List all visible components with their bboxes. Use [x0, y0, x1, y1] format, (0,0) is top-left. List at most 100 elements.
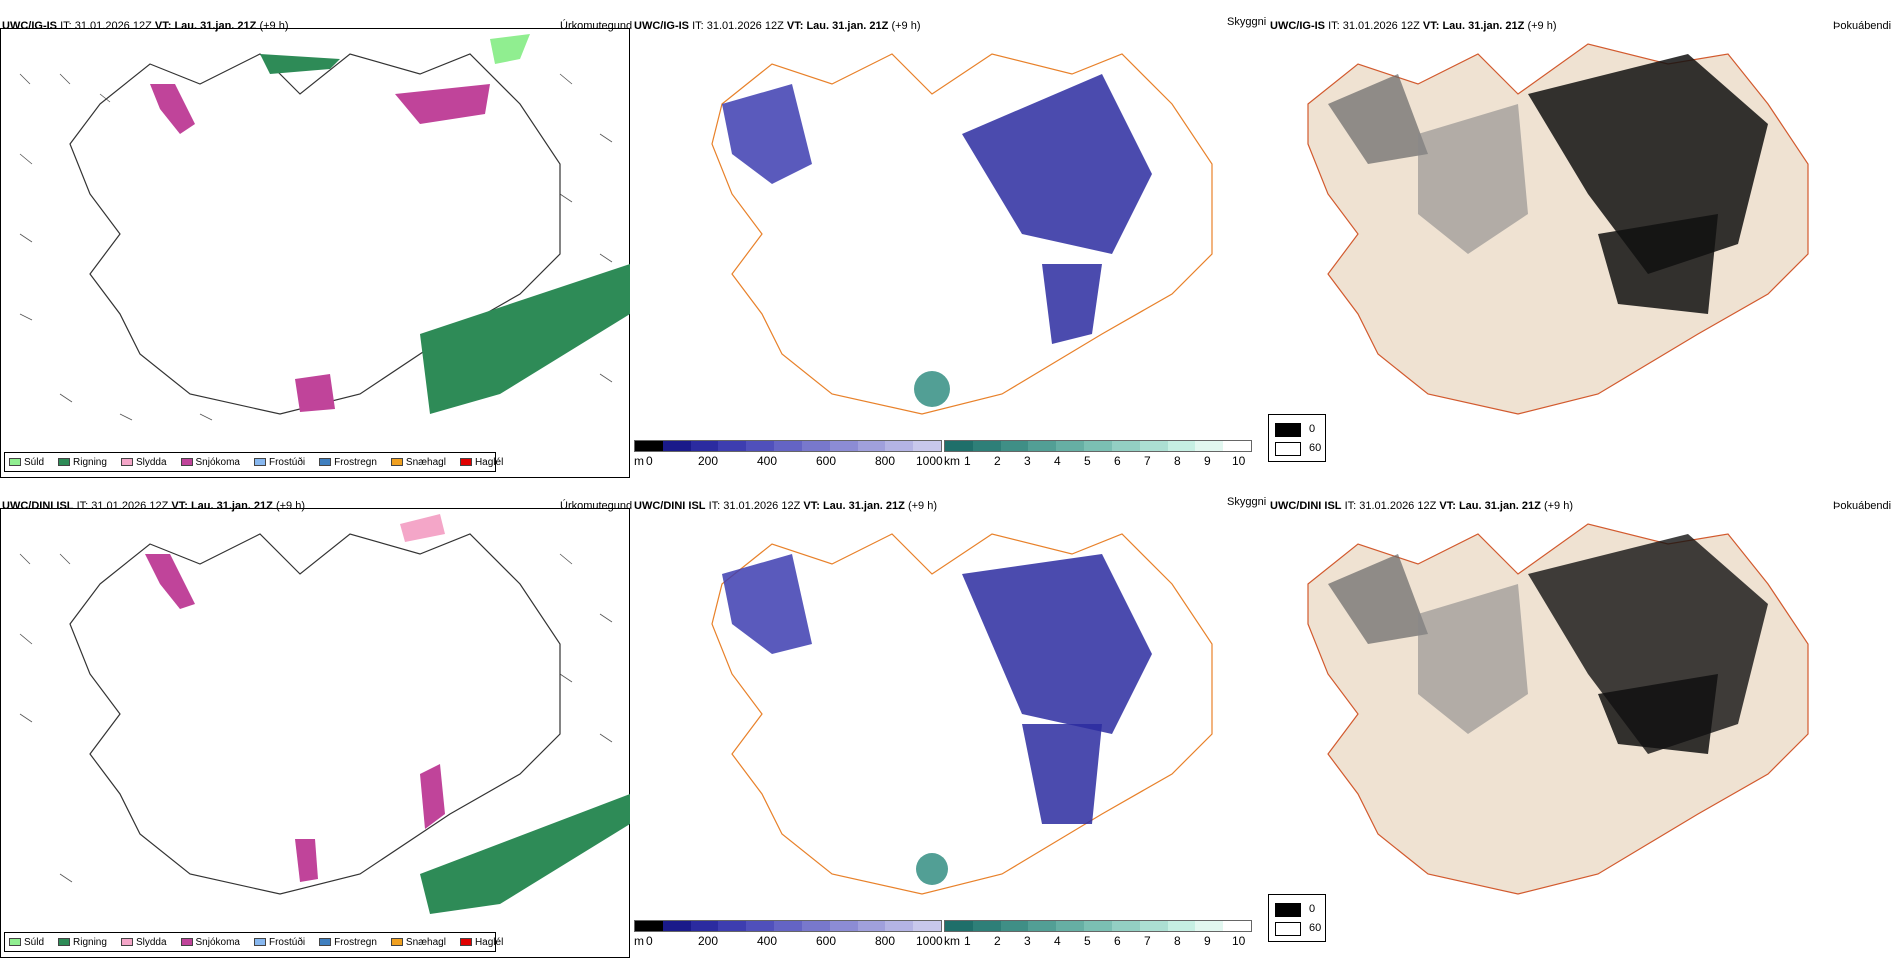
fog-legend-label: 0 [1309, 423, 1316, 435]
fog-legend-label: 60 [1309, 922, 1322, 934]
ceiling-tick: 400 [757, 454, 778, 468]
it-value: 31.01.2026 12Z [1359, 500, 1437, 512]
fog-map [1307, 523, 1809, 895]
cloud-label: Skyggni [1227, 16, 1267, 28]
fog-dark-2 [1598, 214, 1718, 314]
map-frame [0, 28, 630, 478]
offset: (+9 h) [1543, 500, 1573, 512]
precip-legend: Súld Rigning Slydda Snjókoma Frostúði Fr… [4, 452, 503, 472]
precip-type-panel: UWC/IG-IS IT: 31.01.2026 12Z VT: Lau. 31… [0, 14, 632, 484]
ceiling-area-3 [1042, 264, 1102, 344]
legend-item: Frostúði [253, 457, 305, 468]
precip-map [19, 34, 630, 421]
vt-value: Lau. 31.jan. 21Z [1458, 500, 1541, 512]
fog-legend: 0 60 [1268, 414, 1326, 462]
model-name: UWC/IG-IS [634, 20, 689, 32]
vt-label: VT: [1422, 20, 1440, 32]
legend-item: Haglél [459, 937, 503, 948]
vt-value: Lau. 31.jan. 21Z [174, 20, 257, 32]
panel-title: UWC/DINI ISL IT: 31.01.2026 12Z VT: Lau.… [634, 500, 937, 512]
fog-grey-1 [1328, 554, 1428, 644]
offset: (+9 h) [259, 20, 289, 32]
visibility-tick: 9 [1204, 934, 1211, 948]
it-label: IT: [76, 500, 89, 512]
model-name: UWC/DINI ISL [634, 500, 706, 512]
fog-dark-2 [1598, 674, 1718, 754]
legend-item: Snæhagl [390, 937, 446, 948]
ceiling-tick: 1000 [916, 934, 943, 948]
it-label: IT: [1328, 20, 1340, 32]
ceiling-colorbar [634, 920, 942, 932]
visibility-tick: 7 [1144, 454, 1151, 468]
cloud-panel: UWC/IG-IS IT: 31.01.2026 12Z VT: Lau. 31… [632, 14, 1272, 484]
it-label: IT: [1344, 500, 1357, 512]
ceiling-tick: 200 [698, 934, 719, 948]
fog-label: Þokuábendi [1833, 500, 1892, 512]
fog-legend-label: 0 [1309, 903, 1316, 915]
model-name: UWC/IG-IS [2, 20, 57, 32]
legend-item: Súld [9, 457, 44, 468]
model-name: UWC/DINI ISL [2, 500, 74, 512]
ceiling-area-2 [962, 554, 1152, 734]
fog-map [1307, 43, 1809, 415]
rain-area-1 [420, 794, 630, 914]
visibility-colorbar [944, 920, 1252, 932]
visibility-tick: 4 [1054, 934, 1061, 948]
precip-type-label: Úrkomutegund [560, 500, 633, 512]
legend-item: Frostregn [319, 457, 377, 468]
snow-area-2 [395, 84, 490, 124]
legend-item: Frostúði [253, 937, 305, 948]
it-value: 31.01.2026 12Z [706, 20, 784, 32]
legend-item: Snæhagl [390, 457, 446, 468]
sleet-area [400, 514, 445, 542]
visibility-tick: 5 [1084, 454, 1091, 468]
fog-label: Þokuábendi [1833, 20, 1892, 32]
ceiling-tick: 0 [646, 934, 653, 948]
ceiling-tick: 1000 [916, 454, 943, 468]
cloud-panel: UWC/DINI ISL IT: 31.01.2026 12Z VT: Lau.… [632, 494, 1272, 964]
panel-title: UWC/DINI ISL IT: 31.01.2026 12Z VT: Lau.… [2, 500, 305, 512]
legend-item: Haglél [459, 457, 503, 468]
it-label: IT: [692, 20, 704, 32]
ceiling-area-3 [1022, 724, 1102, 824]
ceiling-tick: 600 [816, 934, 837, 948]
legend-item: Frostregn [319, 937, 377, 948]
panel-title: UWC/IG-IS IT: 31.01.2026 12Z VT: Lau. 31… [1270, 20, 1556, 32]
visibility-tick: 6 [1114, 454, 1121, 468]
visibility-tick: 3 [1024, 934, 1031, 948]
fog-legend: 0 60 [1268, 894, 1326, 942]
row-bottom: UWC/DINI ISL IT: 31.01.2026 12Z VT: Lau.… [0, 494, 1900, 964]
ceiling-tick: 600 [816, 454, 837, 468]
vt-value: Lau. 31.jan. 21Z [822, 500, 905, 512]
visibility-spot [916, 853, 948, 885]
legend-item: Rigning [58, 937, 107, 948]
model-name: UWC/DINI ISL [1270, 500, 1342, 512]
visibility-tick: 5 [1084, 934, 1091, 948]
vt-label: VT: [171, 500, 188, 512]
legend-item: Snjókoma [180, 937, 240, 948]
cloud-label: Skyggni [1227, 496, 1267, 508]
iceland-outline [69, 53, 561, 415]
panel-title: UWC/DINI ISL IT: 31.01.2026 12Z VT: Lau.… [1270, 500, 1573, 512]
it-value: 31.01.2026 12Z [91, 500, 169, 512]
precip-legend: Súld Rigning Slydda Snjókoma Frostúði Fr… [4, 932, 503, 952]
snow-area-3 [295, 839, 318, 882]
visibility-tick: 2 [994, 934, 1001, 948]
visibility-unit: km [944, 454, 960, 468]
legend-item: Súld [9, 937, 44, 948]
offset: (+9 h) [907, 500, 937, 512]
legend-item: Snjókoma [180, 457, 240, 468]
drizzle-area [490, 34, 530, 64]
vt-value: Lau. 31.jan. 21Z [1442, 20, 1525, 32]
vt-label: VT: [803, 500, 820, 512]
it-label: IT: [60, 20, 72, 32]
legend-item: Rigning [58, 457, 107, 468]
fog-legend-label: 60 [1309, 442, 1322, 454]
legend-item: Slydda [120, 457, 167, 468]
offset: (+9 h) [1527, 20, 1557, 32]
snow-area-1 [145, 554, 195, 609]
snow-area-1 [150, 84, 195, 134]
ceiling-unit: m [634, 454, 644, 468]
precip-map [19, 514, 630, 914]
visibility-tick: 8 [1174, 934, 1181, 948]
